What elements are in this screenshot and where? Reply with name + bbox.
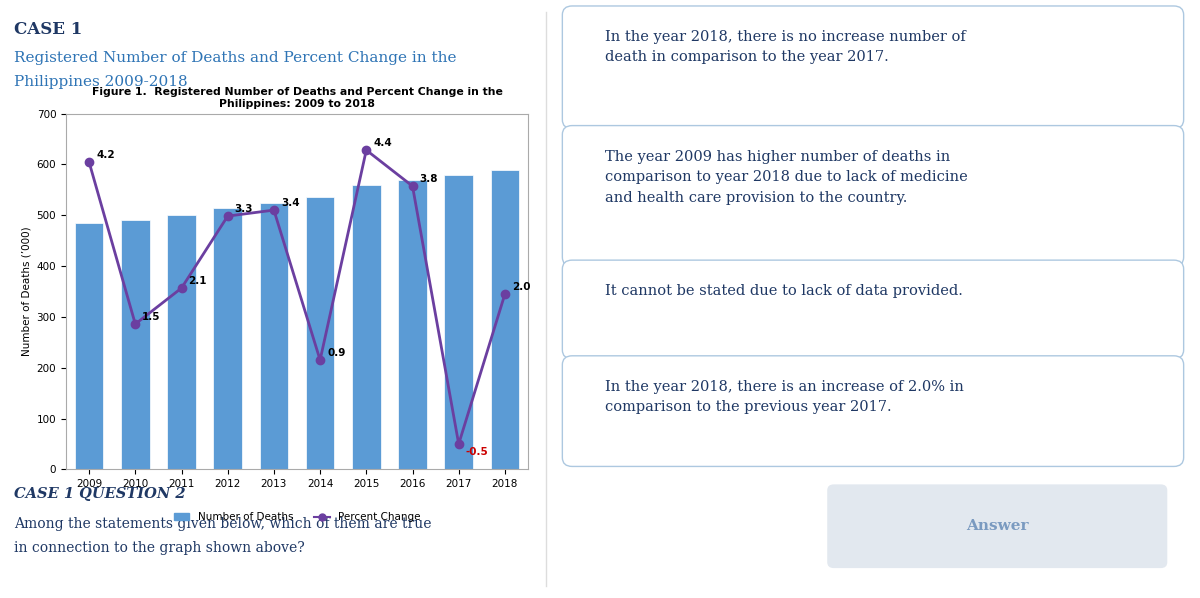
FancyBboxPatch shape [827,484,1168,568]
Text: 3.8: 3.8 [420,174,438,184]
Text: 2.1: 2.1 [188,276,206,286]
Bar [167,215,196,469]
Text: CASE 1: CASE 1 [13,21,82,38]
Text: 4.2: 4.2 [96,150,115,160]
Bar [491,170,520,469]
Text: 4.4: 4.4 [373,138,392,148]
Text: 0.9: 0.9 [328,348,346,358]
Title: Figure 1.  Registered Number of Deaths and Percent Change in the
Philippines: 20: Figure 1. Registered Number of Deaths an… [91,87,503,109]
Bar [121,221,150,469]
Bar [398,179,427,469]
Text: -0.5: -0.5 [466,447,488,457]
Y-axis label: Number of Deaths (’000): Number of Deaths (’000) [22,227,31,356]
FancyBboxPatch shape [563,356,1183,466]
Text: In the year 2018, there is an increase of 2.0% in
comparison to the previous yea: In the year 2018, there is an increase o… [605,380,964,414]
FancyBboxPatch shape [563,6,1183,129]
FancyBboxPatch shape [563,126,1183,266]
Text: 3.4: 3.4 [281,198,300,208]
Text: 1.5: 1.5 [143,312,161,322]
Bar [214,208,242,469]
Text: in connection to the graph shown above?: in connection to the graph shown above? [13,541,305,555]
Text: The year 2009 has higher number of deaths in
comparison to year 2018 due to lack: The year 2009 has higher number of death… [605,150,967,205]
Bar [306,197,335,469]
Text: CASE 1 QUESTION 2: CASE 1 QUESTION 2 [13,487,185,501]
Text: 3.3: 3.3 [235,204,253,214]
Text: Registered Number of Deaths and Percent Change in the: Registered Number of Deaths and Percent … [13,51,456,65]
Bar [444,175,473,469]
Text: In the year 2018, there is no increase number of
death in comparison to the year: In the year 2018, there is no increase n… [605,30,966,65]
Text: It cannot be stated due to lack of data provided.: It cannot be stated due to lack of data … [605,284,962,298]
Text: Answer: Answer [966,519,1028,533]
FancyBboxPatch shape [563,260,1183,359]
Text: Philippines 2009-2018: Philippines 2009-2018 [13,75,187,89]
Bar [74,223,103,469]
Bar [352,185,380,469]
Legend: Number of Deaths, Percent Change: Number of Deaths, Percent Change [169,508,425,526]
Text: Among the statements given below, which of them are true: Among the statements given below, which … [13,517,431,531]
Text: 2.0: 2.0 [512,282,530,292]
Bar [259,203,288,469]
